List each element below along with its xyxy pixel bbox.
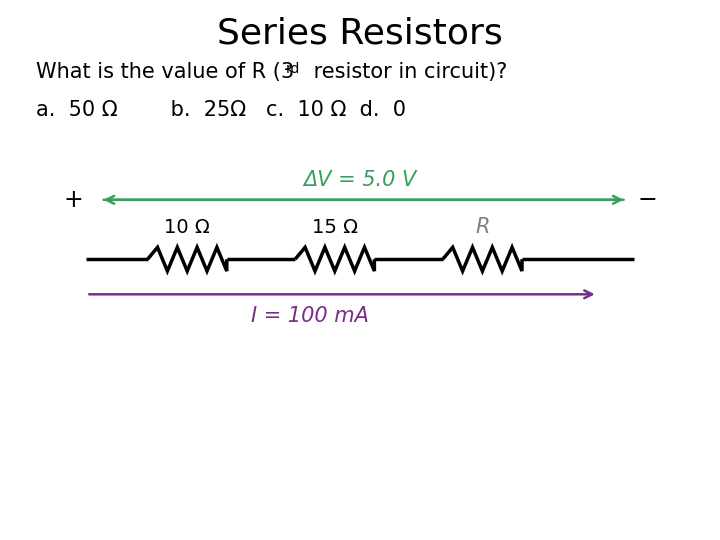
Text: −: − <box>637 188 657 212</box>
Text: ΔV = 5.0 V: ΔV = 5.0 V <box>303 170 417 190</box>
Text: rd: rd <box>286 62 300 76</box>
Text: a.  50 Ω        b.  25Ω   c.  10 Ω  d.  0: a. 50 Ω b. 25Ω c. 10 Ω d. 0 <box>36 100 406 120</box>
Text: 15 Ω: 15 Ω <box>312 218 358 237</box>
Text: 10 Ω: 10 Ω <box>164 218 210 237</box>
Text: I = 100 mA: I = 100 mA <box>251 306 369 326</box>
Text: resistor in circuit)?: resistor in circuit)? <box>307 62 508 82</box>
Text: R: R <box>475 217 490 237</box>
Text: What is the value of R (3: What is the value of R (3 <box>36 62 294 82</box>
Text: +: + <box>63 188 83 212</box>
Text: Series Resistors: Series Resistors <box>217 16 503 50</box>
